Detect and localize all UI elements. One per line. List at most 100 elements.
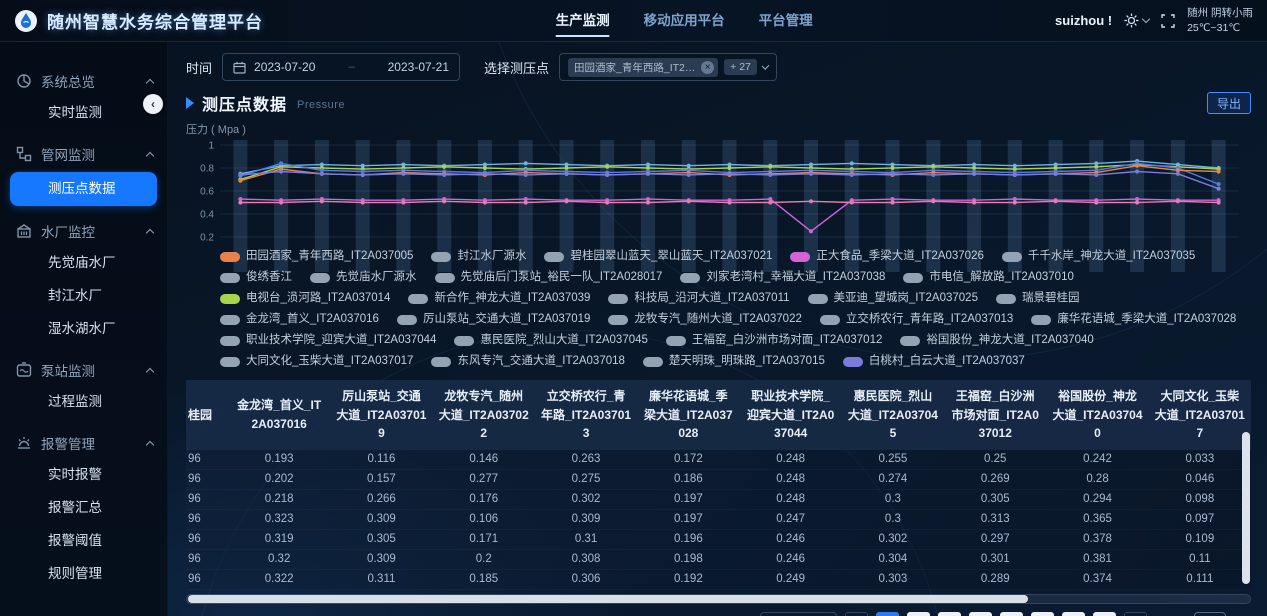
horizontal-scrollbar-track[interactable]	[186, 593, 1251, 604]
pressure-line-chart: 1 0.8 0.6 0.4 0.2	[186, 137, 1251, 280]
export-button[interactable]: 导出	[1206, 92, 1251, 114]
nav-tab[interactable]: 平台管理	[758, 12, 813, 28]
legend-item[interactable]: 惠民医院_烈山大道_IT2A037045	[454, 330, 648, 351]
remove-tag-icon[interactable]: ×	[701, 60, 715, 74]
date-end-value[interactable]: 2023-07-21	[387, 60, 450, 74]
legend-item[interactable]: 廉华花语城_季梁大道_IT2A037028	[1031, 309, 1236, 330]
prev-page-button[interactable]: ‹	[844, 612, 868, 616]
fullscreen-button[interactable]	[1161, 13, 1175, 28]
page-button[interactable]: 20	[1092, 612, 1116, 616]
date-range-picker[interactable]: 2023-07-20 – 2023-07-21	[222, 53, 461, 81]
table-column-header: 龙牧专汽_随州大道_IT2A037022	[432, 380, 535, 450]
sidebar-group: 泵站监测过程监测	[0, 355, 167, 418]
page-buttons: 1 2 3 4 5 6 ··· 20	[875, 612, 1116, 616]
legend-marker	[431, 251, 452, 262]
legend-label: 美亚迪_望城岗_IT2A037025	[833, 292, 978, 304]
table-cell: 0.294	[1083, 493, 1112, 506]
pagination-bar: 共 1000 条 50条/页 ‹ 123456···20 › 前往 页	[186, 604, 1251, 616]
legend-item[interactable]: 龙牧专汽_随州大道_IT2A037022	[608, 309, 802, 330]
page-button[interactable]: 2	[906, 612, 930, 616]
page-button[interactable]: 6	[1030, 612, 1054, 616]
panel-subtitle: Pressure	[297, 98, 346, 111]
legend-marker	[434, 272, 455, 283]
page-button[interactable]: 3	[937, 612, 961, 616]
legend-item[interactable]: 碧桂园翠山蓝天_翠山蓝天_IT2A037021	[544, 246, 772, 267]
username[interactable]: suizhou !	[1055, 13, 1113, 28]
legend-marker	[842, 356, 863, 367]
legend-item[interactable]: 市电信_解放路_IT2A037010	[903, 267, 1074, 288]
table-cell: 0.198	[673, 553, 703, 566]
legend-item[interactable]: 厉山泵站_交通大道_IT2A037019	[396, 309, 590, 330]
legend-item[interactable]: 刘家老湾村_幸福大道_IT2A037038	[680, 267, 885, 288]
table-cell: 0.202	[264, 473, 294, 486]
sidebar-item[interactable]: 规则管理	[48, 566, 102, 581]
legend-item[interactable]: 先觉庙水厂源水	[310, 267, 417, 288]
sidebar-item[interactable]: 报警汇总	[48, 500, 102, 515]
legend-item[interactable]: 裕国股份_神龙大道_IT2A037040	[900, 330, 1094, 351]
legend-label: 碧桂园翠山蓝天_翠山蓝天_IT2A037021	[570, 250, 773, 262]
legend-item[interactable]: 白桃村_白云大道_IT2A037037	[842, 351, 1025, 372]
sidebar-group-header[interactable]: 管网监测	[0, 139, 167, 169]
sidebar-item[interactable]: 过程监测	[48, 394, 102, 409]
vertical-scrollbar[interactable]	[1242, 432, 1250, 584]
legend-item[interactable]: 新合作_神龙大道_IT2A037039	[408, 288, 590, 309]
page-size-select[interactable]: 50条/页	[760, 611, 837, 616]
legend-item[interactable]: 千千水岸_神龙大道_IT2A037035	[1001, 246, 1195, 267]
top-header: 随州智慧水务综合管理平台 生产监测 移动应用平台 平台管理 suizhou !	[0, 0, 1267, 42]
legend-item[interactable]: 电视台_涢河路_IT2A037014	[220, 288, 390, 309]
sidebar-item[interactable]: 实时监测	[48, 105, 102, 120]
sidebar-group-label: 报警管理	[41, 437, 95, 452]
sidebar-item[interactable]: 实时报警	[48, 467, 102, 482]
table-row: 96 0.322 0.311 0.185 0.306 0.192 0.249 0.303 0.2…	[186, 569, 1251, 589]
chart-legend: 田园酒家_青年西路_IT2A037005 封江水厂源水 碧桂园翠山蓝天_翠山蓝天_I…	[186, 246, 1251, 372]
legend-item[interactable]: 俊绣香江	[220, 267, 292, 288]
table-cell: 0.116	[367, 453, 396, 466]
legend-item[interactable]: 田园酒家_青年西路_IT2A037005	[220, 246, 413, 267]
nav-tab[interactable]: 移动应用平台	[643, 12, 725, 28]
legend-item[interactable]: 金龙湾_首义_IT2A037016	[220, 309, 379, 330]
page-button[interactable]: 5	[999, 612, 1023, 616]
legend-item[interactable]: 楚天明珠_明珠路_IT2A037015	[642, 351, 825, 372]
legend-item[interactable]: 先觉庙后门泵站_裕民一队_IT2A028017	[434, 267, 662, 288]
legend-marker	[220, 251, 240, 262]
legend-item[interactable]: 立交桥农行_青年路_IT2A037013	[819, 309, 1013, 330]
sidebar-item[interactable]: 报警阈值	[48, 533, 102, 548]
sidebar-item[interactable]: 湿水湖水厂	[48, 321, 116, 336]
sidebar-group-header[interactable]: 系统总览	[0, 66, 167, 96]
goto-page: 前往 页	[1163, 612, 1245, 616]
fullscreen-icon	[1161, 13, 1175, 28]
legend-item[interactable]: 封江水厂源水	[431, 246, 526, 267]
sidebar-group-header[interactable]: 泵站监测	[0, 355, 167, 385]
legend-item[interactable]: 职业技术学院_迎宾大道_IT2A037044	[220, 330, 436, 351]
next-page-button[interactable]: ›	[1123, 612, 1147, 616]
legend-item[interactable]: 美亚迪_望城岗_IT2A037025	[807, 288, 978, 309]
nav-tab[interactable]: 生产监测	[555, 0, 610, 42]
legend-item[interactable]: 科技局_沿河大道_IT2A037011	[608, 288, 790, 309]
station-multiselect[interactable]: 田园酒家_青年西路_IT2A037005 × + 27	[559, 53, 778, 81]
sidebar-item[interactable]: 测压点数据	[10, 172, 157, 206]
user-zone: suizhou !	[1055, 6, 1253, 35]
legend-item[interactable]: 正大食品_季梁大道_IT2A037026	[790, 246, 984, 267]
goto-page-input[interactable]	[1193, 612, 1226, 616]
horizontal-scrollbar-thumb[interactable]	[188, 594, 1028, 603]
page-button[interactable]: 4	[968, 612, 992, 616]
table-cell: 0.309	[367, 553, 396, 566]
sidebar-group-header[interactable]: 水厂监控	[0, 216, 167, 246]
sidebar-item[interactable]: 封江水厂	[48, 288, 102, 303]
legend-item[interactable]: 东风专汽_交通大道_IT2A037018	[431, 351, 625, 372]
settings-gear-icon[interactable]	[1124, 13, 1151, 28]
legend-item[interactable]: 瑞景碧桂园	[995, 288, 1079, 309]
legend-item[interactable]: 王福窑_白沙洲市场对面_IT2A037012	[665, 330, 882, 351]
legend-item[interactable]: 大同文化_玉柴大道_IT2A037017	[220, 351, 413, 372]
page-ellipsis-button[interactable]: ···	[1061, 612, 1085, 616]
legend-marker	[454, 335, 475, 346]
chevron-up-icon	[145, 151, 155, 160]
sidebar-collapse-button[interactable]: ‹	[143, 94, 163, 114]
weather-temperature: 25℃~31℃	[1187, 21, 1241, 34]
page-button[interactable]: 1	[875, 612, 899, 616]
chevron-up-icon	[145, 367, 155, 376]
sidebar-item[interactable]: 先觉庙水厂	[48, 255, 116, 270]
date-start-value[interactable]: 2023-07-20	[254, 60, 316, 74]
sidebar-group-header[interactable]: 报警管理	[0, 428, 167, 458]
chevron-down-icon[interactable]	[761, 61, 770, 70]
